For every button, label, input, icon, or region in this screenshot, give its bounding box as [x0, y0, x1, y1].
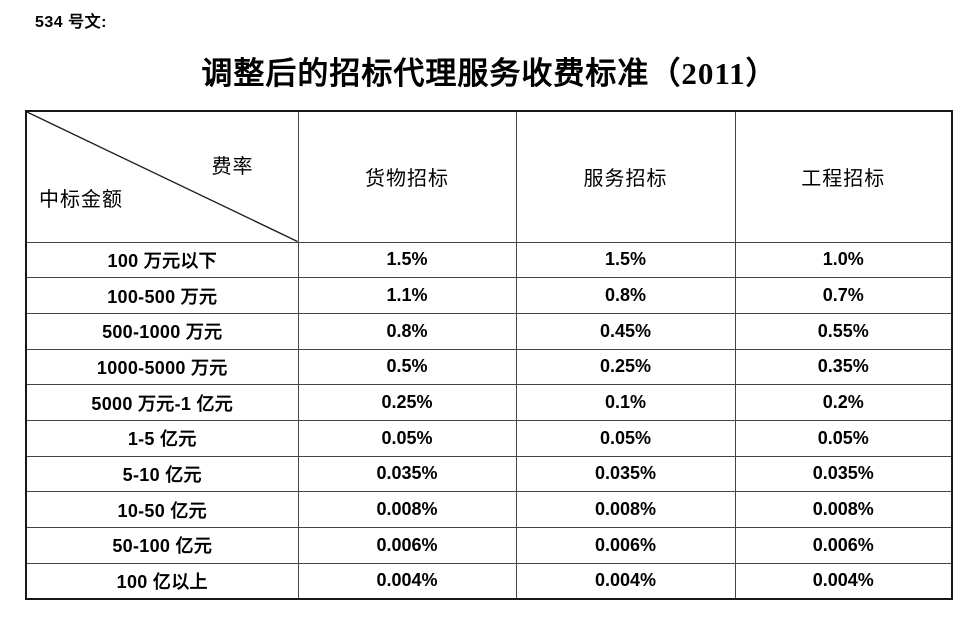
header-row: 费率 中标金额 货物招标 服务招标 工程招标: [25, 110, 953, 243]
page-title: 调整后的招标代理服务收费标准（2011）: [201, 56, 778, 91]
row-label: 500-1000 万元: [25, 312, 299, 350]
row-value: 0.1%: [515, 384, 736, 421]
row-value: 0.55%: [734, 312, 953, 350]
row-value: 0.25%: [297, 384, 517, 421]
table-row: 500-1000 万元 0.8% 0.45% 0.55%: [25, 312, 953, 350]
row-label: 100 亿以上: [25, 562, 299, 600]
table-row: 10-50 亿元 0.008% 0.008% 0.008%: [25, 491, 953, 528]
table-row: 1000-5000 万元 0.5% 0.25% 0.35%: [25, 348, 953, 386]
row-label: 5000 万元-1 亿元: [25, 384, 299, 421]
row-value: 0.2%: [734, 384, 953, 421]
column-header-goods: 货物招标: [297, 110, 517, 243]
corner-label-rate: 费率: [211, 156, 254, 178]
row-label: 5-10 亿元: [25, 455, 299, 493]
row-value: 0.006%: [515, 527, 736, 564]
table-row: 5000 万元-1 亿元 0.25% 0.1% 0.2%: [25, 384, 953, 421]
row-value: 0.5%: [297, 348, 517, 386]
row-value: 0.006%: [297, 527, 517, 564]
row-label: 100-500 万元: [25, 277, 299, 314]
table-row: 50-100 亿元 0.006% 0.006% 0.006%: [25, 527, 953, 564]
column-header-services: 服务招标: [515, 110, 736, 243]
row-value: 0.8%: [515, 277, 736, 314]
row-value: 0.004%: [734, 562, 953, 600]
row-value: 1.0%: [734, 241, 953, 279]
row-value: 0.05%: [515, 419, 736, 457]
corner-cell: 费率 中标金额: [25, 110, 299, 243]
column-header-engineering: 工程招标: [734, 110, 953, 243]
row-value: 0.35%: [734, 348, 953, 386]
row-value: 0.008%: [515, 491, 736, 528]
table-row: 100 亿以上 0.004% 0.004% 0.004%: [25, 562, 953, 600]
row-value: 0.004%: [297, 562, 517, 600]
row-label: 50-100 亿元: [25, 527, 299, 564]
fee-table: 费率 中标金额 货物招标 服务招标 工程招标 100 万元以下 1.5% 1.5…: [25, 110, 953, 600]
row-value: 0.7%: [734, 277, 953, 314]
table-row: 5-10 亿元 0.035% 0.035% 0.035%: [25, 455, 953, 493]
row-value: 0.45%: [515, 312, 736, 350]
row-value: 0.004%: [515, 562, 736, 600]
ref-label: 534 号文:: [35, 14, 107, 31]
table-row: 1-5 亿元 0.05% 0.05% 0.05%: [25, 419, 953, 457]
row-value: 0.05%: [734, 419, 953, 457]
row-value: 1.5%: [297, 241, 517, 279]
fee-table-body: 100 万元以下 1.5% 1.5% 1.0% 100-500 万元 1.1% …: [25, 241, 953, 600]
row-label: 100 万元以下: [25, 241, 299, 279]
table-row: 100 万元以下 1.5% 1.5% 1.0%: [25, 241, 953, 279]
row-value: 0.035%: [297, 455, 517, 493]
row-value: 1.5%: [515, 241, 736, 279]
row-label: 1-5 亿元: [25, 419, 299, 457]
corner-label-amount: 中标金额: [39, 188, 123, 211]
row-value: 1.1%: [297, 277, 517, 314]
diagonal-divider-line: [27, 112, 298, 242]
row-value: 0.008%: [297, 491, 517, 528]
row-value: 0.035%: [515, 455, 736, 493]
row-value: 0.05%: [297, 419, 517, 457]
row-value: 0.8%: [297, 312, 517, 350]
row-value: 0.035%: [734, 455, 953, 493]
row-value: 0.008%: [734, 491, 953, 528]
row-value: 0.006%: [734, 527, 953, 564]
row-value: 0.25%: [515, 348, 736, 386]
row-label: 1000-5000 万元: [25, 348, 299, 386]
table-row: 100-500 万元 1.1% 0.8% 0.7%: [25, 277, 953, 314]
row-label: 10-50 亿元: [25, 491, 299, 528]
